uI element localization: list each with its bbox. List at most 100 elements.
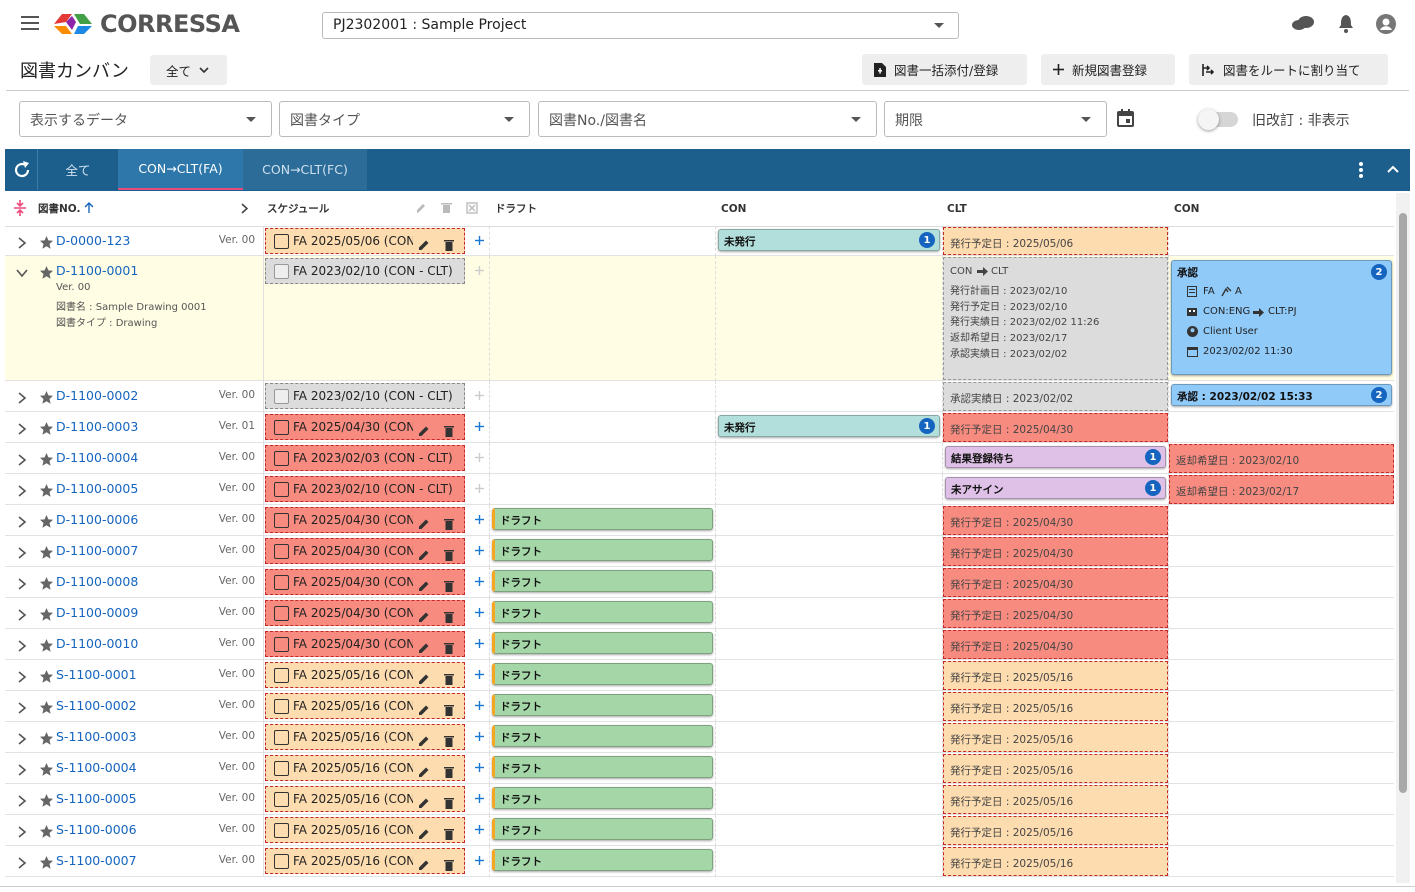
delete-icon[interactable] — [444, 608, 454, 620]
drawing-number[interactable]: D-1100-0005 — [56, 481, 138, 496]
expand-icon[interactable] — [16, 730, 28, 742]
star-icon[interactable] — [40, 575, 53, 588]
expand-icon[interactable] — [16, 792, 28, 804]
star-icon[interactable] — [40, 730, 53, 743]
expand-icon[interactable] — [16, 854, 28, 866]
star-icon[interactable] — [40, 606, 53, 619]
star-icon[interactable] — [40, 792, 53, 805]
schedule-chip[interactable]: FA 2025/05/16 (CON... — [265, 786, 465, 812]
add-icon[interactable] — [475, 385, 484, 394]
delete-icon[interactable] — [444, 515, 454, 527]
schedule-chip[interactable]: FA 2025/04/30 (CON... — [265, 414, 465, 440]
schedule-chip[interactable]: FA 2023/02/03 (CON - CLT) — [265, 445, 465, 471]
checkbox[interactable] — [274, 699, 289, 714]
status-card[interactable]: 承認 : 2023/02/02 15:332 — [1171, 384, 1392, 406]
delete-icon[interactable] — [444, 577, 454, 589]
star-icon[interactable] — [40, 420, 53, 433]
schedule-chip[interactable]: FA 2025/04/30 (CON... — [265, 600, 465, 626]
star-icon[interactable] — [40, 637, 53, 650]
star-icon[interactable] — [40, 234, 53, 247]
expand-icon[interactable] — [16, 668, 28, 680]
expand-icon[interactable] — [16, 389, 28, 401]
add-icon[interactable] — [475, 757, 484, 766]
expand-icon[interactable] — [16, 482, 28, 494]
star-icon[interactable] — [40, 482, 53, 495]
checkbox[interactable] — [274, 761, 289, 776]
edit-icon[interactable] — [418, 639, 430, 651]
drawing-number[interactable]: D-1100-0003 — [56, 419, 138, 434]
star-icon[interactable] — [40, 451, 53, 464]
add-icon[interactable] — [475, 695, 484, 704]
status-card[interactable]: 未発行1 — [718, 229, 940, 251]
drawing-number[interactable]: S-1100-0004 — [56, 760, 137, 775]
schedule-chip[interactable]: FA 2023/02/10 (CON - CLT) — [265, 383, 465, 409]
drawing-number[interactable]: D-1100-0006 — [56, 512, 138, 527]
delete-icon[interactable] — [444, 825, 454, 837]
checkbox[interactable] — [274, 668, 289, 683]
delete-icon[interactable] — [444, 546, 454, 558]
status-card[interactable]: ドラフト — [492, 570, 713, 592]
schedule-chip[interactable]: FA 2023/02/10 (CON - CLT) — [265, 476, 465, 502]
checkbox[interactable] — [274, 482, 289, 497]
delete-icon[interactable] — [444, 422, 454, 434]
expand-icon[interactable] — [16, 637, 28, 649]
drawing-number[interactable]: S-1100-0003 — [56, 729, 137, 744]
checkbox[interactable] — [274, 606, 289, 621]
expand-icon[interactable] — [16, 264, 28, 276]
checkbox[interactable] — [274, 451, 289, 466]
star-icon[interactable] — [40, 668, 53, 681]
schedule-chip[interactable]: FA 2025/05/16 (CON... — [265, 755, 465, 781]
expand-icon[interactable] — [16, 234, 28, 246]
drawing-number[interactable]: D-0000-123 — [56, 233, 130, 248]
checkbox[interactable] — [274, 389, 289, 404]
checkbox[interactable] — [274, 234, 289, 249]
status-card[interactable]: ドラフト — [492, 632, 713, 654]
star-icon[interactable] — [40, 513, 53, 526]
add-icon[interactable] — [475, 230, 484, 239]
expand-icon[interactable] — [16, 606, 28, 618]
expand-icon[interactable] — [16, 513, 28, 525]
edit-icon[interactable] — [418, 856, 430, 868]
edit-icon[interactable] — [418, 794, 430, 806]
drawing-number[interactable]: D-1100-0007 — [56, 543, 138, 558]
schedule-chip[interactable]: FA 2025/05/16 (CON... — [265, 724, 465, 750]
checkbox[interactable] — [274, 264, 289, 279]
checkbox[interactable] — [274, 854, 289, 869]
delete-icon[interactable] — [444, 670, 454, 682]
schedule-chip[interactable]: FA 2025/04/30 (CON... — [265, 631, 465, 657]
status-card[interactable]: ドラフト — [492, 756, 713, 778]
add-icon[interactable] — [475, 664, 484, 673]
star-icon[interactable] — [40, 544, 53, 557]
delete-icon[interactable] — [444, 856, 454, 868]
add-icon[interactable] — [475, 447, 484, 456]
add-icon[interactable] — [475, 819, 484, 828]
expand-icon[interactable] — [16, 420, 28, 432]
checkbox[interactable] — [274, 575, 289, 590]
status-card[interactable]: 承認2FAACON:ENGCLT:PJClient User2023/02/02… — [1171, 260, 1392, 375]
add-icon[interactable] — [475, 726, 484, 735]
delete-icon[interactable] — [444, 236, 454, 248]
add-icon[interactable] — [475, 260, 484, 269]
status-card[interactable]: 未アサイン1 — [945, 477, 1166, 499]
edit-icon[interactable] — [418, 236, 430, 248]
add-icon[interactable] — [475, 602, 484, 611]
checkbox[interactable] — [274, 730, 289, 745]
checkbox[interactable] — [274, 637, 289, 652]
star-icon[interactable] — [40, 854, 53, 867]
drawing-number[interactable]: D-1100-0001 — [56, 263, 138, 278]
edit-icon[interactable] — [418, 670, 430, 682]
schedule-chip[interactable]: FA 2023/02/10 (CON - CLT) — [265, 258, 465, 284]
star-icon[interactable] — [40, 699, 53, 712]
drawing-number[interactable]: D-1100-0010 — [56, 636, 138, 651]
drawing-number[interactable]: D-1100-0009 — [56, 605, 138, 620]
status-card[interactable]: ドラフト — [492, 601, 713, 623]
delete-icon[interactable] — [444, 794, 454, 806]
expand-icon[interactable] — [16, 575, 28, 587]
delete-icon[interactable] — [444, 701, 454, 713]
checkbox[interactable] — [274, 544, 289, 559]
edit-icon[interactable] — [418, 732, 430, 744]
edit-icon[interactable] — [418, 763, 430, 775]
add-icon[interactable] — [475, 478, 484, 487]
expand-icon[interactable] — [16, 699, 28, 711]
edit-icon[interactable] — [418, 701, 430, 713]
